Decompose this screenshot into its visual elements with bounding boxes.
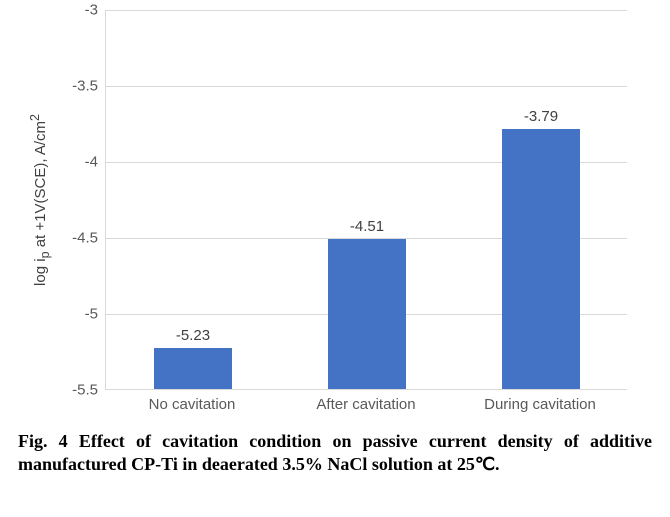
y-tick-label: -4 <box>58 154 98 171</box>
bar <box>502 129 580 389</box>
gridline <box>106 10 627 11</box>
x-category-label: During cavitation <box>453 396 627 413</box>
y-axis-title: log ip at +1V(SCE), A/cm2 <box>28 114 52 286</box>
y-tick-label: -5.5 <box>58 382 98 399</box>
gridline <box>106 86 627 87</box>
bar-value-label: -3.79 <box>482 108 600 125</box>
bar <box>154 348 232 389</box>
x-category-label: No cavitation <box>105 396 279 413</box>
y-tick-label: -3 <box>58 2 98 19</box>
y-tick-label: -5 <box>58 306 98 323</box>
figure-caption: Fig. 4 Effect of cavitation condition on… <box>18 430 652 475</box>
bar <box>328 239 406 389</box>
y-tick-label: -4.5 <box>58 230 98 247</box>
x-category-label: After cavitation <box>279 396 453 413</box>
y-tick-label: -3.5 <box>58 78 98 95</box>
bar-value-label: -5.23 <box>134 327 252 344</box>
chart-plot-area: -5.5-5-4.5-4-3.5-3-5.23-4.51-3.79 <box>105 10 627 390</box>
bar-value-label: -4.51 <box>308 218 426 235</box>
